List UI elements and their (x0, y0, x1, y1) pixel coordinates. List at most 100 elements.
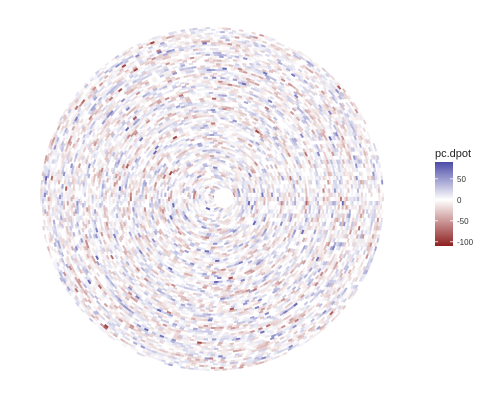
heatmap-cell (201, 253, 206, 257)
heatmap-cell (169, 184, 173, 189)
heatmap-cell (223, 227, 229, 232)
heatmap-cell (176, 223, 181, 229)
heatmap-cell (228, 212, 233, 217)
heatmap-cell (241, 216, 246, 222)
heatmap-cell (212, 166, 218, 169)
heatmap-cell (314, 188, 317, 193)
heatmap-cell (236, 188, 241, 194)
heatmap-cell (206, 238, 212, 242)
heatmap-cell (240, 264, 245, 268)
heatmap-cell (266, 175, 271, 181)
heatmap-cell (108, 203, 112, 208)
heatmap-cell (159, 235, 164, 241)
heatmap-cell (207, 116, 213, 119)
heatmap-cell (343, 196, 346, 202)
heatmap-cell (173, 192, 177, 198)
heatmap-cell (337, 205, 340, 210)
heatmap-cell (216, 222, 222, 226)
heatmap-cell (142, 179, 146, 185)
heatmap-cell (161, 149, 166, 154)
heatmap-cell (211, 116, 217, 119)
heatmap-cell (91, 203, 94, 208)
heatmap-cell (242, 240, 247, 245)
heatmap-cell (240, 196, 243, 202)
heatmap-cell (251, 248, 256, 253)
heatmap-cell (211, 137, 217, 140)
heatmap-cell (198, 194, 202, 200)
heatmap-cell (141, 205, 145, 210)
heatmap-cell (213, 187, 219, 192)
heatmap-cell (164, 170, 169, 176)
heatmap-cell (154, 164, 159, 170)
heatmap-cell (147, 169, 152, 175)
heatmap-cell (162, 250, 168, 256)
heatmap-cell (259, 192, 262, 198)
heatmap-cell (260, 232, 266, 237)
heatmap-cell (227, 154, 233, 158)
heatmap-cell (212, 65, 218, 68)
heatmap-cell (187, 196, 190, 202)
heatmap-cell (243, 212, 248, 218)
heatmap-cell (258, 235, 263, 241)
heatmap-cell (231, 261, 237, 265)
heatmap-cell (164, 242, 169, 247)
heatmap-cell (232, 204, 237, 210)
heatmap-cell (186, 186, 191, 192)
heatmap-cell (185, 173, 190, 179)
heatmap-cell (252, 151, 258, 157)
heatmap-cell (220, 234, 226, 239)
heatmap-cell (208, 105, 214, 108)
heatmap-cell (156, 213, 160, 219)
heatmap-cell (194, 257, 199, 261)
heatmap-cell (181, 259, 187, 263)
heatmap-cell (343, 205, 346, 210)
heatmap-cell (181, 196, 184, 202)
heatmap-cell (230, 181, 235, 186)
heatmap-cell (209, 74, 215, 77)
heatmap-cell (165, 220, 170, 226)
heatmap-cell (220, 151, 225, 155)
heatmap-cell (208, 210, 214, 213)
heatmap-cell (236, 204, 241, 210)
heatmap-cell (278, 175, 283, 181)
heatmap-cell (148, 190, 152, 196)
heatmap-cell (173, 222, 178, 228)
heatmap-cell (151, 238, 156, 243)
heatmap-cell (278, 229, 282, 234)
heatmap-cell (212, 91, 218, 95)
heatmap-cell (148, 174, 152, 179)
heatmap-cell (272, 192, 276, 198)
heatmap-cell (212, 145, 218, 148)
heatmap-cell (241, 208, 245, 214)
heatmap-cell (231, 155, 237, 160)
heatmap-cell (219, 130, 224, 134)
heatmap-cell (185, 219, 190, 225)
heatmap-cell (269, 228, 274, 234)
heatmap-cell (276, 200, 279, 206)
heatmap-cell (213, 174, 219, 177)
heatmap-cell (205, 128, 211, 131)
heatmap-cell (212, 118, 218, 121)
heatmap-cell (177, 210, 182, 216)
heatmap-cell (257, 209, 261, 214)
heatmap-cell (238, 170, 244, 175)
heatmap-cell (76, 200, 79, 206)
heatmap-cell (214, 224, 220, 228)
heatmap-cell (212, 236, 218, 240)
heatmap-cell (190, 126, 196, 130)
heatmap-cell (153, 170, 158, 176)
heatmap-cell (206, 326, 212, 330)
heatmap-cell (148, 194, 152, 200)
heatmap-cell (194, 137, 199, 141)
heatmap-cell (219, 259, 224, 262)
heatmap-cell (258, 180, 262, 185)
heatmap-cell (225, 181, 231, 187)
heatmap-cell (245, 247, 251, 252)
heatmap-cell (175, 167, 180, 173)
heatmap-cell (205, 88, 211, 91)
heatmap-cell (253, 161, 259, 167)
heatmap-cell (167, 200, 171, 206)
heatmap-cell (196, 194, 200, 200)
heatmap-cell (192, 170, 198, 175)
heatmap-cell (261, 150, 267, 156)
